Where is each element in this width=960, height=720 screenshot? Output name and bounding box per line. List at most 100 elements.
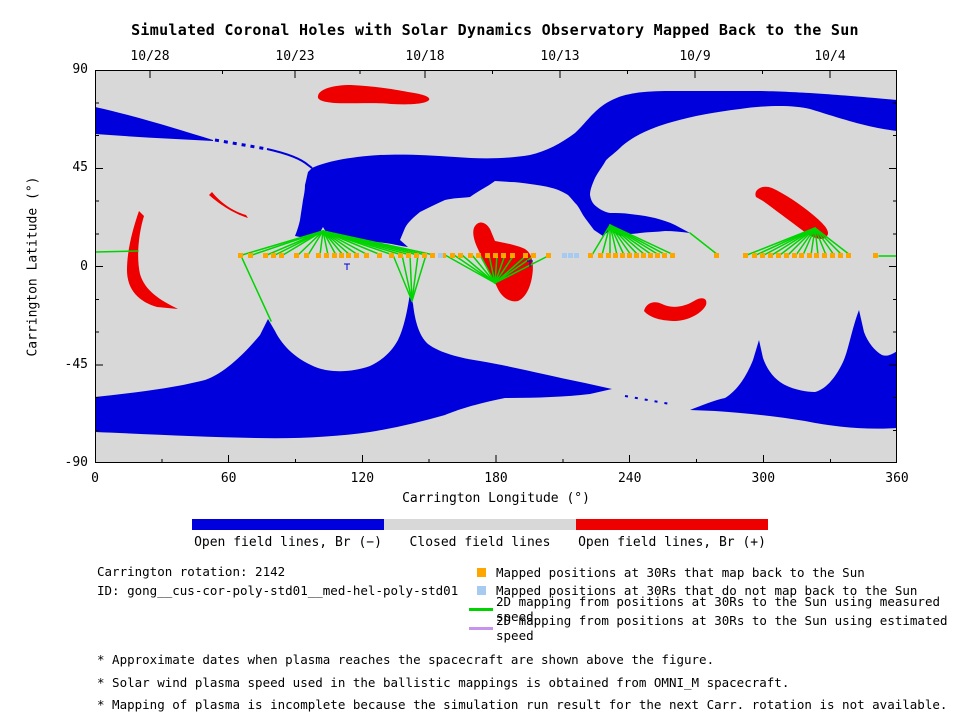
mapping-line	[95, 250, 139, 253]
top-date-label: 10/13	[540, 49, 580, 64]
colorbar-segment	[384, 519, 576, 530]
mapped-position-square	[838, 253, 843, 258]
legend-square-swatch	[466, 567, 496, 577]
mapping-line	[322, 230, 344, 256]
mapped-position-square	[648, 253, 653, 258]
mapped-position-square	[398, 253, 403, 258]
mapped-position-square	[377, 253, 382, 258]
open-field-positive-region	[755, 186, 829, 239]
mapped-position-square	[468, 253, 473, 258]
mapping-line	[591, 224, 611, 256]
unmapped-position-square	[568, 253, 573, 258]
mapped-position-square	[873, 253, 878, 258]
mapping-line	[814, 227, 819, 256]
mapped-position-square	[598, 253, 603, 258]
mapping-line	[479, 254, 496, 284]
mapping-line	[689, 232, 719, 256]
mapped-position-square	[441, 253, 446, 258]
mapping-line	[401, 254, 413, 302]
mapped-position-square	[430, 253, 435, 258]
mapped-position-square	[332, 253, 337, 258]
mapped-position-square	[588, 253, 593, 258]
mapping-line	[322, 230, 435, 256]
mapping-line	[488, 254, 496, 284]
mapped-position-square	[304, 253, 309, 258]
mapped-position-square	[714, 253, 719, 258]
carrington-rotation-text: Carrington rotation: 2142	[97, 564, 286, 579]
figure-title: Simulated Coronal Holes with Solar Dynam…	[131, 21, 859, 39]
mapping-line	[494, 254, 506, 284]
legend-row: Mapped positions at 30Rs that do not map…	[466, 583, 917, 599]
mapped-position-square	[346, 253, 351, 258]
y-tick-label: 0	[80, 258, 88, 274]
mapped-position-square	[339, 253, 344, 258]
mapped-position-squares	[238, 253, 878, 258]
mapping-line	[810, 227, 816, 256]
mapped-position-square	[354, 253, 359, 258]
mapped-position-square	[743, 253, 748, 258]
mapped-position-square	[768, 253, 773, 258]
mapping-line	[814, 227, 843, 256]
mapping-line	[297, 230, 324, 256]
mapped-position-square	[263, 253, 268, 258]
mapped-position-square	[634, 253, 639, 258]
mapped-position-square	[799, 253, 804, 258]
legend-square-swatch	[466, 586, 496, 596]
colorbar-segment-label: Open field lines, Br (−)	[194, 535, 382, 550]
mapping-line	[322, 230, 329, 256]
mapping-line	[494, 254, 551, 284]
mapped-position-square	[458, 253, 463, 258]
x-axis-title: Carrington Longitude (°)	[402, 491, 590, 506]
mapping-line	[392, 254, 413, 302]
mapped-position-square	[807, 253, 812, 258]
run-id-text: ID: gong__cus-cor-poly-std01__med-hel-po…	[97, 583, 459, 598]
mapping-line	[609, 224, 625, 256]
mapping-line	[771, 227, 816, 256]
mapping-line	[307, 230, 324, 256]
field-line-tick-mark	[527, 260, 533, 267]
legend-row: 2D mapping from positions at 30Rs to the…	[466, 613, 960, 643]
mapping-line	[282, 230, 324, 256]
legend-label: 2D mapping from positions at 30Rs to the…	[496, 613, 948, 644]
mapping-line	[241, 257, 272, 322]
mapped-position-square	[546, 253, 551, 258]
open-field-negative-filament	[374, 235, 386, 239]
mapping-line	[814, 227, 851, 256]
mapped-position-square	[662, 253, 667, 258]
mapped-position-square	[248, 253, 253, 258]
mapping-line	[814, 227, 827, 256]
mapped-position-square	[389, 253, 394, 258]
mapped-position-square	[627, 253, 632, 258]
mapped-position-square	[655, 253, 660, 258]
mapped-position-square	[493, 253, 498, 258]
mapped-position-square	[606, 253, 611, 258]
mapping-line	[814, 227, 835, 256]
mapping-line	[802, 227, 816, 256]
mapping-line	[494, 254, 498, 284]
mapping-line	[251, 230, 324, 256]
mapped-position-square	[324, 253, 329, 258]
colorbar-segment	[192, 519, 384, 530]
mapped-position-square	[814, 253, 819, 258]
open-field-negative-filament	[624, 395, 671, 405]
legend-line-swatch	[466, 626, 496, 630]
mapped-position-square	[316, 253, 321, 258]
x-tick-label: 360	[885, 471, 909, 486]
line-swatch-icon	[469, 626, 493, 630]
y-tick-label: 90	[72, 62, 88, 77]
unmapped-position-square	[562, 253, 567, 258]
mapping-line	[601, 224, 611, 256]
mapping-line	[787, 227, 816, 256]
mapping-line	[409, 254, 413, 302]
carrington-map-plot	[95, 70, 897, 463]
field-line-colorbar	[192, 519, 768, 530]
legend-label: Mapped positions at 30Rs that do not map…	[496, 583, 918, 599]
colorbar-segment-label: Open field lines, Br (+)	[578, 535, 766, 550]
mapping-line	[779, 227, 816, 256]
mapping-line	[322, 230, 369, 256]
mapped-position-square	[476, 253, 481, 258]
mapping-line	[444, 254, 496, 284]
mapped-position-square	[294, 253, 299, 258]
mapping-line	[609, 224, 639, 256]
